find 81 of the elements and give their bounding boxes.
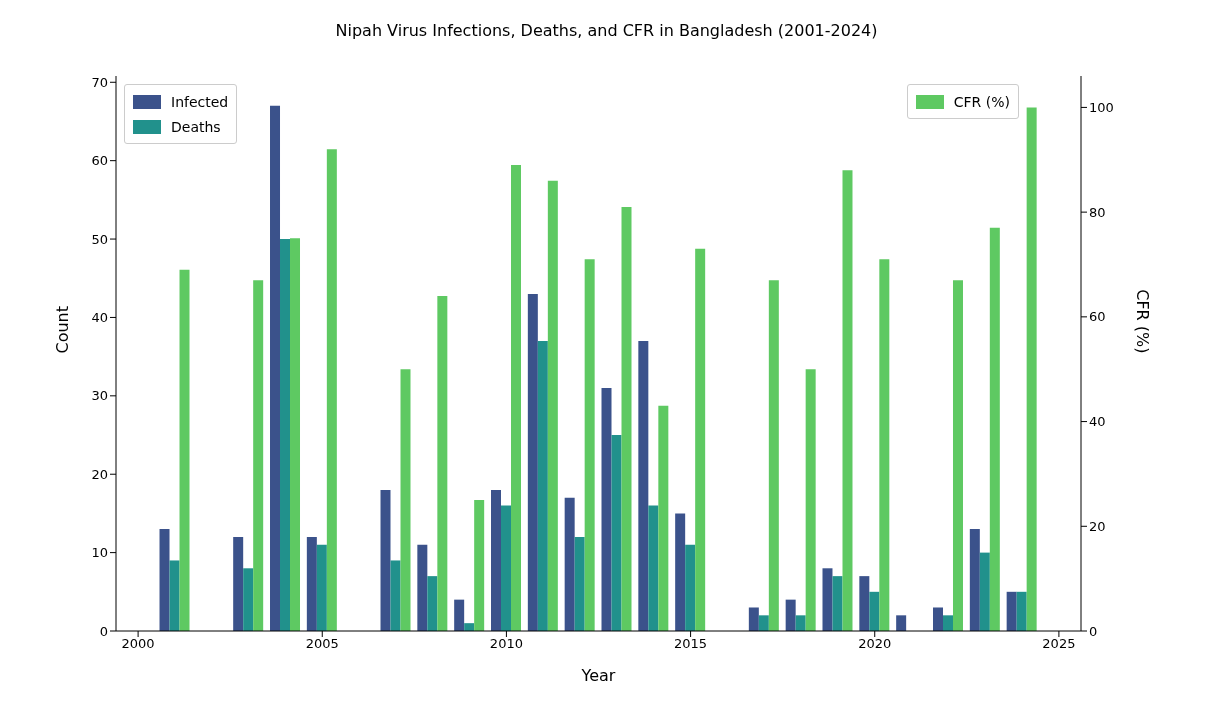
bar — [464, 623, 475, 631]
bar — [768, 280, 779, 631]
y-tick-label: 0 — [99, 623, 108, 639]
bar — [989, 227, 1000, 631]
y2-tick-label: 40 — [1089, 414, 1106, 430]
bar — [832, 576, 843, 631]
y-tick-label: 20 — [91, 466, 108, 482]
bar — [869, 591, 880, 631]
y-axis-title: Count — [52, 305, 72, 354]
bar — [243, 568, 254, 631]
bar — [1026, 107, 1037, 631]
bar — [454, 599, 465, 631]
bar — [942, 615, 953, 631]
bar — [638, 340, 649, 631]
y2-tick-label: 100 — [1089, 100, 1114, 116]
bar — [527, 293, 538, 631]
legend-label: Deaths — [171, 118, 221, 135]
bar — [621, 206, 632, 631]
bar — [233, 536, 244, 631]
bar — [675, 513, 686, 631]
bar — [695, 248, 706, 631]
bar — [417, 544, 428, 631]
x-tick-label: 2005 — [305, 636, 339, 652]
bar — [326, 149, 337, 631]
bar — [601, 387, 612, 631]
bar — [785, 599, 796, 631]
bar — [253, 280, 264, 631]
legend-label: Infected — [171, 93, 229, 110]
y-tick-label: 10 — [91, 545, 108, 561]
bar — [511, 165, 521, 631]
bar — [842, 170, 853, 631]
bar — [179, 269, 190, 631]
bar — [932, 607, 943, 631]
y-tick-label: 50 — [91, 231, 108, 247]
x-tick-label: 2015 — [674, 636, 708, 652]
x-axis-title: Year — [580, 666, 616, 685]
y2-tick-label: 20 — [1089, 518, 1106, 534]
bar — [979, 552, 990, 631]
bar — [859, 576, 870, 631]
bar — [879, 259, 890, 631]
bar — [896, 615, 907, 631]
bar — [491, 489, 501, 631]
bar — [758, 615, 769, 631]
bar — [1006, 591, 1017, 631]
bar — [952, 280, 963, 631]
bar — [400, 369, 411, 631]
bar — [437, 295, 448, 631]
x-tick-label: 2000 — [121, 636, 155, 652]
y2-axis-title: CFR (%) — [1133, 289, 1153, 354]
x-tick-label: 2010 — [489, 636, 523, 652]
bar — [822, 568, 833, 631]
bar — [564, 497, 575, 631]
bar — [169, 560, 180, 631]
bar — [805, 369, 816, 631]
bar — [159, 529, 170, 631]
bar — [380, 489, 391, 631]
bar — [427, 576, 438, 631]
y-tick-label: 30 — [91, 388, 108, 404]
bar — [316, 544, 327, 631]
bar — [969, 529, 980, 631]
chart-title: Nipah Virus Infections, Deaths, and CFR in Bangladesh (2001-2024) — [334, 20, 879, 42]
y-tick-label: 70 — [91, 74, 108, 90]
y-tick-label: 40 — [91, 310, 108, 326]
y2-tick-label: 0 — [1089, 623, 1098, 639]
bar — [270, 105, 281, 631]
x-tick-label: 2025 — [1042, 636, 1076, 652]
y2-tick-label: 80 — [1089, 204, 1106, 220]
bar — [795, 615, 806, 631]
y-tick-label: 60 — [91, 153, 108, 169]
legend-label: CFR (%) — [953, 93, 1010, 110]
bar — [1016, 591, 1027, 631]
bar — [474, 500, 485, 631]
bar — [748, 607, 759, 631]
bar — [574, 536, 585, 631]
bar — [390, 560, 401, 631]
bar — [501, 505, 511, 631]
bar — [306, 536, 317, 631]
bar — [685, 544, 696, 631]
x-tick-label: 2020 — [858, 636, 892, 652]
y2-tick-label: 60 — [1089, 309, 1106, 325]
bar — [584, 259, 595, 631]
